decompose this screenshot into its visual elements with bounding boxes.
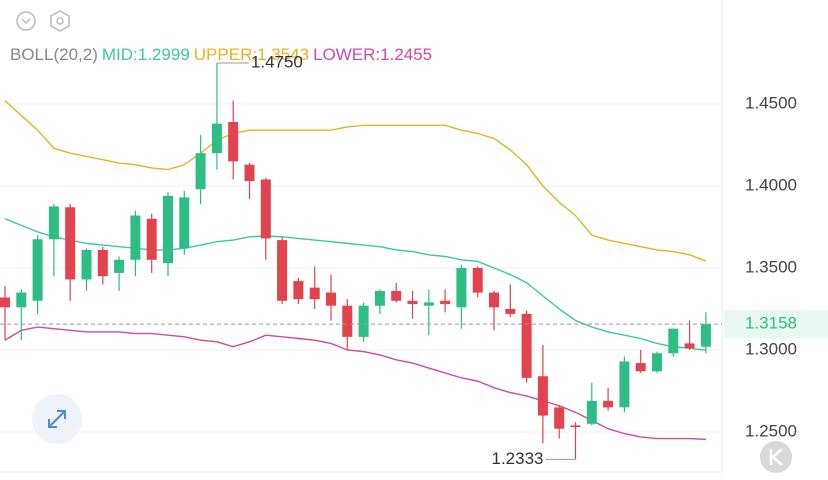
candle-body <box>456 267 467 308</box>
candle-body <box>619 361 630 408</box>
y-tick-label: 1.4000 <box>745 175 797 194</box>
max-marker-label: 1.4750 <box>251 52 303 71</box>
kline-button[interactable] <box>760 441 792 473</box>
candle-body <box>244 164 255 182</box>
candle-body <box>309 287 320 300</box>
candle-body <box>635 363 646 372</box>
band-line <box>4 218 706 351</box>
candle-body <box>16 292 27 308</box>
legend-entry: UPPER:1.3543 <box>194 45 309 64</box>
candle-body <box>260 179 271 239</box>
legend-entry: LOWER:1.2455 <box>313 45 432 64</box>
candle-body <box>652 353 662 372</box>
candle-body <box>423 302 434 306</box>
legend-entry: MID:1.2999 <box>102 45 190 64</box>
band-line <box>4 100 707 262</box>
candle-body <box>700 324 711 347</box>
candle-body <box>81 249 92 280</box>
collapse-icon[interactable] <box>16 11 36 31</box>
candle-body <box>537 376 548 416</box>
y-tick-label: 1.3000 <box>745 339 797 358</box>
candle-body <box>48 206 59 240</box>
candle-body <box>521 313 532 378</box>
candle-body <box>489 292 499 308</box>
last-price-badge <box>724 310 828 339</box>
legend-indicator: BOLL(20,2) <box>10 45 98 64</box>
candle-body <box>554 407 565 429</box>
candle-body <box>326 292 336 306</box>
candle-body <box>440 300 451 305</box>
candle-body <box>211 123 222 154</box>
candle-body <box>358 305 369 337</box>
candle-body <box>391 290 402 301</box>
candle-body <box>505 308 516 314</box>
candle-body <box>114 259 125 273</box>
candle-body <box>228 122 239 162</box>
candle-body <box>603 400 614 408</box>
y-tick-label: 1.3500 <box>745 257 797 276</box>
candle-body <box>472 267 483 293</box>
candle-body <box>586 400 597 424</box>
candle-body <box>163 195 173 264</box>
last-price-label: 1.3158 <box>745 314 797 333</box>
legend: BOLL(20,2) MID:1.2999 UPPER:1.3543 LOWER:1.… <box>10 45 432 64</box>
y-tick-label: 1.4500 <box>745 93 797 112</box>
candle-body <box>0 297 10 308</box>
candle-body <box>277 240 288 301</box>
candle-body <box>146 218 157 260</box>
candle-body <box>342 305 353 337</box>
candle-body <box>374 290 385 306</box>
candle-body <box>179 197 190 249</box>
min-marker-label: 1.2333 <box>492 449 544 468</box>
expand-button[interactable] <box>32 394 82 444</box>
candle-body <box>293 281 304 300</box>
candle-body <box>65 207 76 280</box>
candle-body <box>407 300 418 305</box>
candle-body <box>97 249 108 277</box>
settings-icon[interactable] <box>50 10 70 32</box>
candle-body <box>195 153 206 190</box>
y-tick-label: 1.2500 <box>745 421 797 440</box>
candle-body <box>684 343 695 349</box>
candle-body <box>570 425 581 428</box>
candle-body <box>130 215 141 260</box>
candle-body <box>668 328 679 354</box>
candle-body <box>32 239 43 301</box>
